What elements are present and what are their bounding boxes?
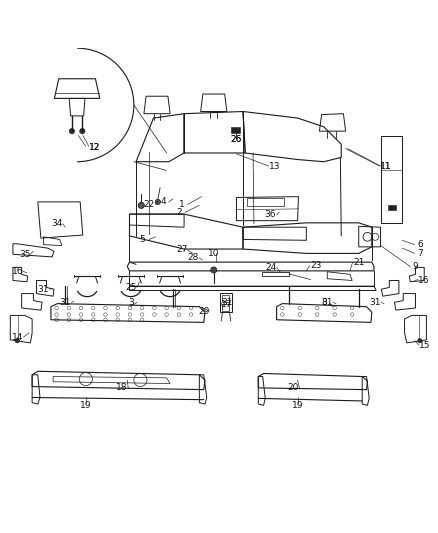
Text: 6: 6 — [417, 240, 423, 249]
Text: 31: 31 — [60, 298, 71, 307]
Text: 24: 24 — [265, 263, 276, 272]
Polygon shape — [389, 205, 396, 210]
Text: 34: 34 — [51, 219, 62, 228]
Text: 31: 31 — [321, 298, 333, 307]
Circle shape — [69, 128, 74, 134]
Text: 27: 27 — [176, 245, 187, 254]
Text: 14: 14 — [11, 333, 23, 342]
Text: 3: 3 — [128, 298, 134, 307]
Text: 16: 16 — [11, 267, 23, 276]
Text: 12: 12 — [89, 143, 100, 152]
Circle shape — [155, 199, 160, 205]
Text: 36: 36 — [265, 211, 276, 220]
Text: 1: 1 — [179, 200, 185, 209]
Text: 10: 10 — [208, 249, 219, 258]
Text: 15: 15 — [419, 341, 431, 350]
Text: 29: 29 — [198, 306, 209, 316]
Text: 19: 19 — [80, 401, 92, 410]
Text: 23: 23 — [310, 261, 321, 270]
Text: 17: 17 — [221, 301, 233, 310]
Text: 28: 28 — [187, 253, 198, 262]
Text: 9: 9 — [413, 262, 418, 271]
Text: 22: 22 — [144, 200, 155, 209]
Circle shape — [418, 338, 422, 343]
Text: 25: 25 — [125, 283, 137, 292]
Text: 11: 11 — [380, 161, 392, 171]
Polygon shape — [231, 127, 240, 133]
Text: 31: 31 — [370, 298, 381, 307]
Text: 2: 2 — [176, 208, 182, 217]
Text: 11: 11 — [380, 161, 392, 171]
Circle shape — [138, 203, 145, 208]
Circle shape — [211, 267, 217, 273]
Circle shape — [80, 128, 85, 134]
Text: 20: 20 — [287, 383, 299, 392]
Text: 31: 31 — [38, 285, 49, 294]
Text: 8: 8 — [321, 298, 327, 307]
Text: 26: 26 — [230, 134, 241, 143]
Text: 19: 19 — [292, 401, 304, 410]
Text: 5: 5 — [140, 235, 145, 244]
Text: 35: 35 — [19, 250, 31, 259]
Text: 26: 26 — [230, 134, 241, 143]
Text: 16: 16 — [417, 276, 429, 285]
Circle shape — [15, 338, 19, 343]
Text: 7: 7 — [417, 249, 423, 258]
Text: 12: 12 — [89, 143, 100, 152]
Text: 13: 13 — [269, 161, 281, 171]
Text: 21: 21 — [353, 257, 364, 266]
Text: 18: 18 — [117, 383, 128, 392]
Text: 4: 4 — [160, 197, 166, 206]
Text: 31: 31 — [221, 298, 233, 307]
